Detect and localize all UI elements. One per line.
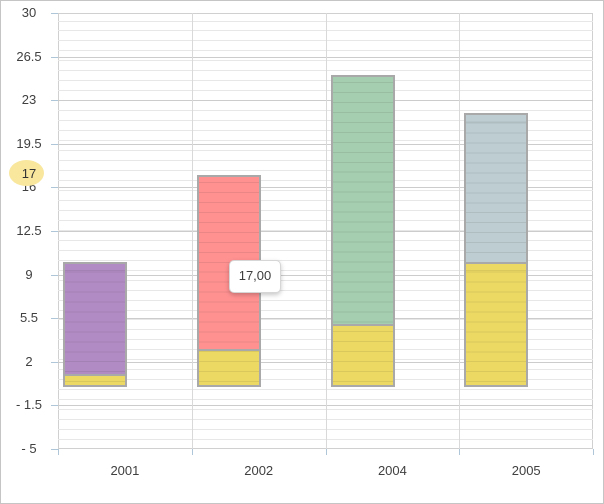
x-tick (58, 449, 59, 455)
y-axis-label: - 1.5 (15, 397, 42, 413)
y-axis-label: 26.5 (16, 48, 42, 64)
y-axis-label: 19.5 (16, 135, 42, 151)
bar-segment-front-2004[interactable] (330, 324, 395, 387)
y-tick (51, 231, 58, 232)
y-axis-label: 9 (25, 266, 33, 282)
axis-highlight-ellipse (9, 159, 44, 186)
category-separator (191, 13, 193, 449)
y-tick (51, 56, 58, 58)
category-separator (325, 13, 327, 449)
y-axis-label: 12.5 (16, 223, 42, 238)
y-axis-label: - 5 (21, 441, 37, 456)
x-axis-label-2005: 2005 (511, 463, 541, 478)
y-tick (51, 143, 58, 145)
y-tick (51, 318, 58, 320)
bar-segment-total-2001[interactable] (63, 262, 127, 387)
y-tick (51, 100, 58, 102)
x-tick (459, 449, 461, 455)
axis-highlight-label: 17 (21, 165, 37, 181)
data-label-tooltip: 17,00 (229, 260, 281, 293)
y-tick (51, 449, 58, 450)
y-tick (51, 13, 58, 14)
bar-segment-front-2002[interactable] (196, 349, 261, 387)
x-tick (593, 449, 594, 455)
bar-segment-front-2005[interactable] (464, 262, 529, 387)
y-axis-label: 23 (21, 92, 37, 108)
x-tick (191, 449, 193, 455)
bar-segment-front-2001[interactable] (63, 374, 127, 387)
y-axis-label: 30 (21, 5, 37, 20)
y-axis-label: 2 (25, 353, 33, 369)
x-tick (325, 449, 327, 455)
y-tick (51, 405, 58, 407)
x-axis-label-2004: 2004 (377, 463, 407, 478)
category-separator (459, 13, 461, 449)
y-axis-label: 5.5 (19, 310, 39, 326)
y-tick (51, 274, 58, 276)
y-tick (51, 361, 58, 363)
x-axis-label-2001: 2001 (110, 463, 140, 478)
x-axis-label-2002: 2002 (244, 463, 274, 478)
y-tick (51, 187, 58, 189)
